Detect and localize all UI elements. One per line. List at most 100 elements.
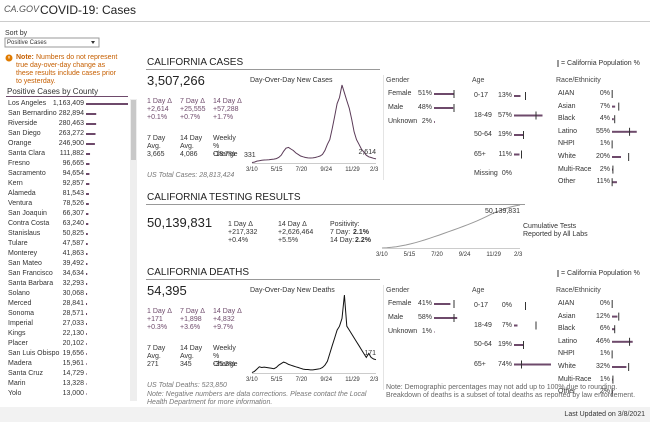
county-bar	[86, 283, 88, 285]
county-title: Positive Cases by County	[7, 87, 99, 96]
county-bar	[86, 243, 88, 245]
county-name: Fresno	[8, 160, 30, 167]
change-pct: +3.6%	[180, 324, 201, 331]
demo-name: White	[558, 153, 576, 160]
change-value: +217,332	[228, 229, 258, 236]
x-tick-label: 7/20	[295, 167, 308, 173]
demo-bar	[612, 181, 617, 184]
demo-name: NHPI	[558, 140, 575, 148]
demo-value: 7%	[501, 321, 512, 329]
change-value: +2,614	[147, 106, 169, 113]
county-name: San Diego	[8, 130, 41, 137]
demo-name: 50-64	[474, 341, 492, 348]
demo-value: 1%	[599, 375, 610, 383]
county-name: Tulare	[8, 240, 28, 247]
demo-name: Multi-Race	[558, 375, 592, 383]
county-name: San Mateo	[8, 260, 42, 267]
county-value: 20,102	[62, 340, 84, 347]
county-value: 81,543	[62, 190, 84, 197]
county-bar	[86, 203, 89, 205]
county-value: 111,882	[59, 150, 84, 157]
demo-name: Latino	[558, 337, 578, 345]
county-name: Sacramento	[8, 170, 46, 177]
demo-name: Female	[388, 300, 412, 307]
county-name: Monterey	[8, 250, 38, 257]
demo-name: 50-64	[474, 131, 492, 138]
x-tick-label: 3/10	[246, 167, 258, 173]
sort-select[interactable]	[4, 37, 100, 48]
demo-bar	[514, 134, 524, 136]
county-bar	[86, 343, 87, 345]
change-pct: +0.1%	[147, 114, 168, 121]
data-label: 2,614	[358, 148, 376, 156]
demo-value: 12%	[595, 312, 610, 320]
county-name: San Bernardino	[8, 110, 57, 117]
demo-name: AIAN	[558, 300, 575, 307]
sort-value[interactable]: Positive Cases	[7, 40, 47, 46]
note-label: Note:	[16, 54, 34, 61]
demo-value: 2%	[421, 118, 432, 125]
demo-value: 74%	[497, 360, 512, 368]
county-value: 13,328	[62, 380, 84, 387]
change-pct: +0.7%	[180, 114, 201, 121]
section-total: 54,395	[147, 283, 187, 298]
demo-name: 0-17	[474, 92, 489, 99]
county-bar	[86, 263, 88, 265]
demo-bar	[514, 114, 543, 117]
demo-bar	[612, 366, 627, 368]
county-bar	[86, 143, 95, 145]
change-pct: +0.4%	[228, 237, 249, 244]
avg-label: 7 Day Avg.	[147, 135, 166, 150]
county-bar	[86, 373, 87, 375]
demo-value: 41%	[417, 300, 432, 307]
demo-bar	[612, 118, 614, 121]
county-bar	[86, 113, 97, 115]
x-tick-label: 2/3	[514, 252, 523, 258]
demo-bar	[514, 153, 520, 156]
demo-name: Latino	[558, 127, 578, 135]
county-bar	[86, 213, 89, 215]
x-tick-label: 11/29	[345, 167, 360, 173]
section-title: CALIFORNIA DEATHS	[147, 267, 250, 278]
county-value: 14,729	[62, 370, 84, 377]
demo-name: 18-49	[474, 111, 492, 119]
demo-bar	[612, 328, 615, 331]
demo-value: 0%	[599, 300, 610, 307]
demo-name: Black	[558, 325, 576, 333]
demo-value: 6%	[599, 325, 610, 333]
x-tick-label: 9/24	[320, 377, 333, 383]
positivity-row-label: 7 Day:	[330, 229, 351, 236]
county-name: Stanislaus	[8, 230, 41, 237]
avg-value: -18.7%	[213, 151, 236, 158]
demo-header: Race/Ethnicity	[556, 77, 601, 84]
county-bar	[86, 363, 87, 365]
demo-value: 1%	[599, 140, 610, 148]
select-arrow	[91, 41, 95, 44]
county-name: Santa Barbara	[8, 280, 54, 287]
demo-name: AIAN	[558, 90, 575, 97]
chart-caption: Cumulative Tests Reported by All Labs	[523, 223, 588, 238]
county-name: Kern	[8, 180, 23, 187]
county-bar	[86, 193, 89, 195]
county-value: 246,900	[58, 140, 84, 147]
change-label: 14 Day Δ	[213, 308, 242, 315]
county-bar	[86, 253, 88, 255]
scrollbar-thumb[interactable]	[131, 100, 136, 160]
county-value: 28,841	[62, 300, 84, 307]
footer-note: Note: Demographic percentages may not ad…	[386, 384, 636, 399]
change-value: +1,898	[180, 316, 202, 323]
county-bar	[86, 163, 90, 165]
county-value: 282,894	[58, 110, 84, 117]
demo-bar	[434, 93, 455, 95]
demo-value: 7%	[599, 102, 610, 110]
demo-bar	[434, 317, 458, 319]
county-name: Orange	[8, 140, 32, 147]
page-title: COVID-19: Cases	[40, 3, 137, 17]
county-name: San Francisco	[8, 270, 53, 277]
change-pct: +9.7%	[213, 324, 234, 331]
county-name: Riverside	[8, 120, 38, 127]
demo-value: 48%	[417, 104, 432, 111]
county-value: 1,163,409	[52, 100, 84, 107]
us-total: US Total Deaths: 523,850	[147, 382, 227, 389]
county-name: Solano	[8, 290, 30, 297]
